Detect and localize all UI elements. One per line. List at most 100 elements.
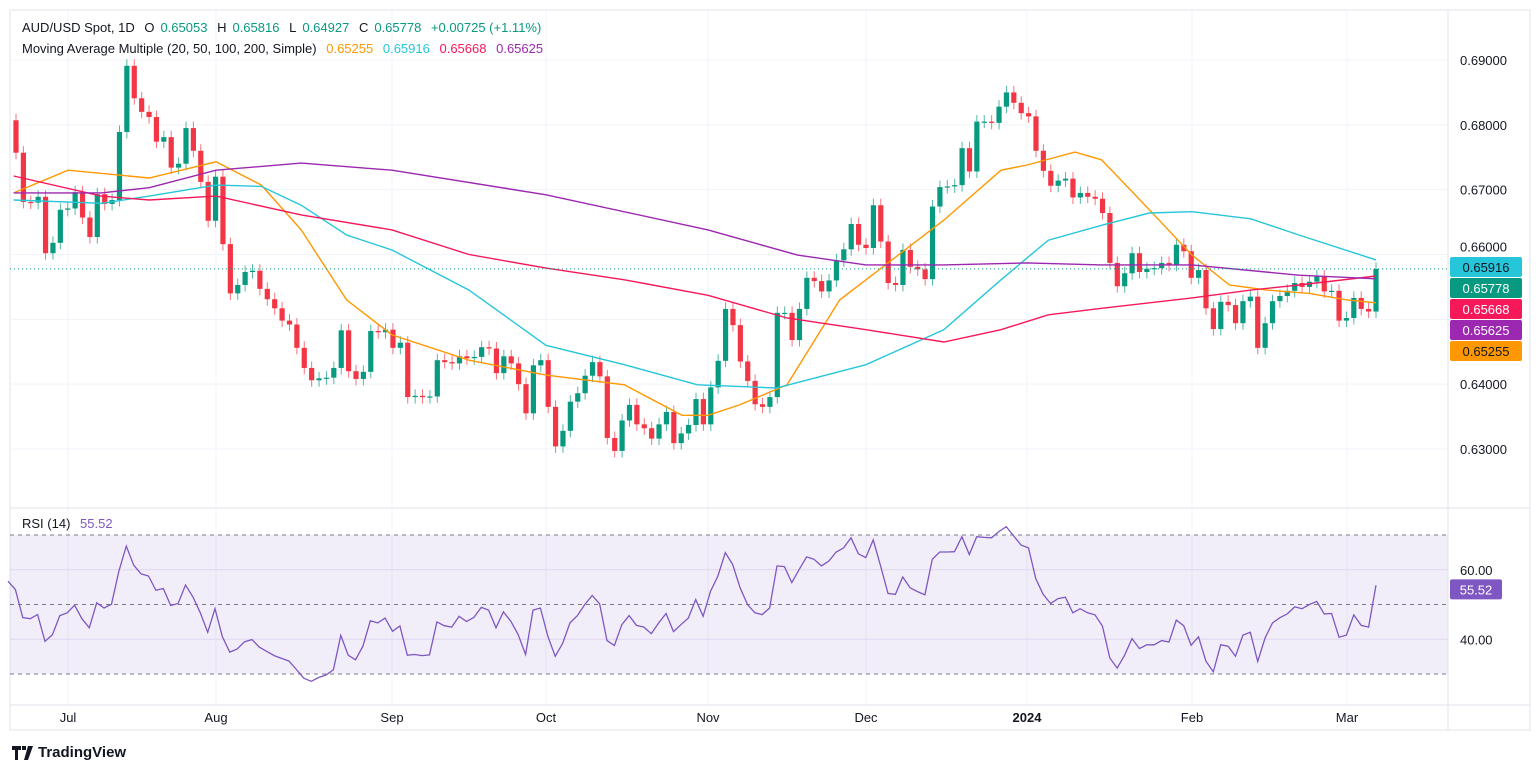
- candle-up: [1277, 289, 1283, 308]
- ma50-value: 0.65916: [382, 41, 430, 56]
- candle-up: [235, 278, 241, 300]
- candle-up: [678, 426, 684, 450]
- candle-up: [434, 353, 440, 403]
- time-axis[interactable]: Jul Aug Sep Oct Nov Dec 2024 Feb Mar: [60, 710, 1359, 725]
- candle-body: [1107, 212, 1113, 263]
- candle-body: [434, 360, 440, 397]
- candle-body: [1144, 268, 1150, 272]
- candle-body: [375, 330, 381, 333]
- candle-body: [649, 428, 655, 439]
- candle-body: [922, 269, 928, 280]
- candle-body: [1277, 295, 1283, 302]
- candle-body: [937, 187, 943, 207]
- candle-body: [686, 424, 692, 434]
- candle-up: [656, 417, 662, 446]
- candle-body: [168, 137, 174, 168]
- candle-body: [242, 271, 248, 285]
- candle-body: [1085, 192, 1091, 197]
- candle-body: [102, 194, 108, 204]
- price-badges: 0.65916 0.65778 0.65668 0.65625 0.65255 55.52: [1450, 257, 1522, 600]
- candle-down: [205, 175, 211, 228]
- candle-down: [1033, 109, 1039, 158]
- ma-legend[interactable]: Moving Average Multiple (20, 50, 100, 20…: [22, 41, 549, 56]
- candle-down: [102, 187, 108, 211]
- candle-body: [671, 412, 677, 444]
- candle-body: [900, 249, 906, 285]
- rsi-axis[interactable]: 60.00 40.00: [1460, 563, 1493, 648]
- candle-body: [419, 395, 426, 398]
- candle-body: [479, 347, 485, 357]
- candle-down: [353, 364, 359, 386]
- candle-up: [368, 324, 374, 379]
- candle-body: [1048, 170, 1054, 186]
- ohlc-close: C 0.65778: [359, 20, 421, 35]
- candle-up: [331, 361, 337, 385]
- candle-body: [28, 201, 34, 204]
- ma-legend-title[interactable]: Moving Average Multiple (20, 50, 100, 20…: [22, 41, 317, 56]
- candle-body: [198, 150, 204, 182]
- candle-up: [1173, 238, 1180, 272]
- candle-down: [811, 271, 817, 288]
- candle-down: [1225, 295, 1231, 312]
- candle-down: [907, 243, 913, 274]
- candle-body: [205, 181, 211, 221]
- candle-down: [989, 115, 995, 130]
- candle-body: [301, 347, 307, 368]
- candle-body: [1329, 290, 1335, 292]
- candle-body: [249, 270, 256, 272]
- candle-body: [663, 412, 670, 425]
- price-tick-label: 0.66000: [1460, 239, 1507, 254]
- candle-body: [124, 65, 130, 132]
- candle-up: [1003, 85, 1010, 114]
- candle-body: [486, 347, 492, 349]
- high-value: 0.65816: [232, 20, 280, 35]
- candle-body: [42, 196, 49, 254]
- candle-body: [989, 121, 995, 123]
- candle-body: [516, 363, 522, 385]
- candle-body: [87, 217, 93, 237]
- candle-body: [634, 404, 640, 425]
- symbol-legend[interactable]: AUD/USD Spot, 1D O 0.65053 H 0.65816 L 0.64…: [22, 20, 547, 35]
- ohlc-open: O 0.65053: [144, 20, 207, 35]
- tradingview-logo[interactable]: TradingView: [12, 744, 126, 761]
- candle-down: [1232, 298, 1239, 330]
- rsi-legend[interactable]: RSI (14) 55.52: [22, 516, 119, 531]
- candle-down: [20, 146, 26, 209]
- price-badge-label: 0.65255: [1463, 344, 1510, 359]
- candle-down: [1366, 302, 1372, 319]
- candle-body: [767, 397, 773, 407]
- rsi-legend-title[interactable]: RSI (14): [22, 516, 71, 531]
- candle-up: [1077, 186, 1083, 204]
- candle-body: [13, 120, 19, 153]
- logo-text: TradingView: [38, 744, 127, 761]
- rsi-badge-label: 55.52: [1460, 582, 1493, 597]
- candle-body: [72, 192, 78, 209]
- candle-down: [1321, 270, 1327, 298]
- close-value: 0.65778: [374, 20, 422, 35]
- candle-up: [952, 178, 958, 193]
- candle-body: [656, 424, 662, 439]
- price-axis[interactable]: 0.69000 0.68000 0.67000 0.66000 0.64000 0.630…: [1460, 53, 1507, 457]
- ohlc-high: H 0.65816: [217, 20, 279, 35]
- candle-down: [892, 276, 899, 292]
- candle-body: [442, 360, 448, 363]
- candle-down: [878, 198, 884, 249]
- candle-body: [131, 65, 137, 99]
- candle-up: [94, 187, 100, 244]
- candle-up: [1262, 316, 1268, 355]
- candle-body: [1225, 301, 1231, 306]
- candle-down: [198, 144, 204, 189]
- candle-down: [1336, 284, 1342, 328]
- candle-body: [360, 371, 366, 379]
- candle-body: [1314, 276, 1320, 282]
- candle-down: [168, 130, 174, 175]
- candle-up: [582, 369, 588, 400]
- candle-body: [974, 121, 980, 172]
- candle-body: [501, 356, 507, 374]
- time-tick-label: Jul: [60, 710, 77, 725]
- price-badge: 0.65255: [1450, 341, 1522, 361]
- candle-down: [442, 353, 448, 369]
- candle-down: [604, 369, 610, 445]
- symbol-title[interactable]: AUD/USD Spot, 1D: [22, 20, 135, 35]
